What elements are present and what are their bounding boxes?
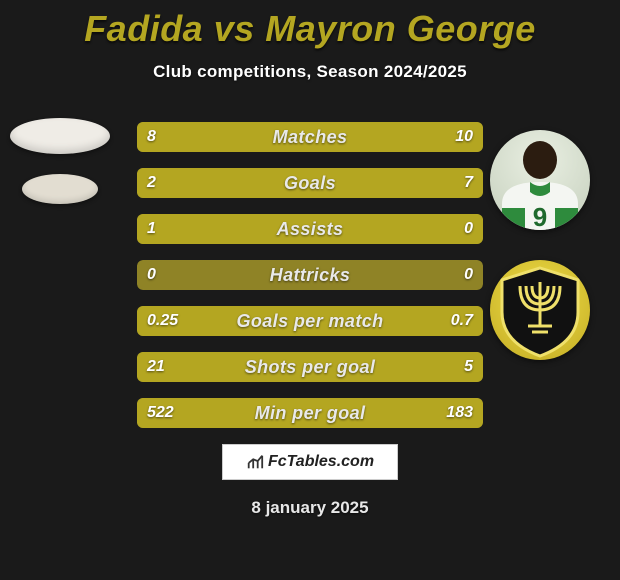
- page-title: Fadida vs Mayron George: [0, 0, 620, 50]
- stat-row: 0.250.7Goals per match: [137, 306, 483, 336]
- stat-label: Goals per match: [137, 306, 483, 336]
- stat-label: Min per goal: [137, 398, 483, 428]
- head: [523, 141, 557, 179]
- infographic-root: Fadida vs Mayron George Club competition…: [0, 0, 620, 580]
- stat-row: 00Hattricks: [137, 260, 483, 290]
- badge-illustration: [490, 260, 590, 360]
- stat-label: Assists: [137, 214, 483, 244]
- stat-row: 215Shots per goal: [137, 352, 483, 382]
- stat-label: Goals: [137, 168, 483, 198]
- stat-row: 10Assists: [137, 214, 483, 244]
- stat-row: 810Matches: [137, 122, 483, 152]
- left-team-badge: [22, 174, 98, 204]
- stat-label: Hattricks: [137, 260, 483, 290]
- stat-row: 27Goals: [137, 168, 483, 198]
- jersey-number: 9: [533, 202, 547, 230]
- subtitle: Club competitions, Season 2024/2025: [0, 62, 620, 82]
- player-illustration: 9: [490, 130, 590, 230]
- left-player-photo: [10, 118, 110, 154]
- brand-watermark: FcTables.com: [222, 444, 398, 480]
- right-player-photo: 9: [490, 130, 590, 230]
- brand-text: FcTables.com: [268, 453, 374, 471]
- stat-label: Shots per goal: [137, 352, 483, 382]
- right-team-badge: [490, 260, 590, 360]
- brand-logo-icon: [246, 453, 264, 471]
- comparison-bars: 810Matches 27Goals 10Assists 00Hattricks 0.2…: [137, 122, 483, 444]
- jersey-stripe-left: [502, 208, 525, 230]
- date-text: 8 january 2025: [0, 498, 620, 518]
- jersey-stripe-right: [555, 208, 578, 230]
- stat-label: Matches: [137, 122, 483, 152]
- stat-row: 522183Min per goal: [137, 398, 483, 428]
